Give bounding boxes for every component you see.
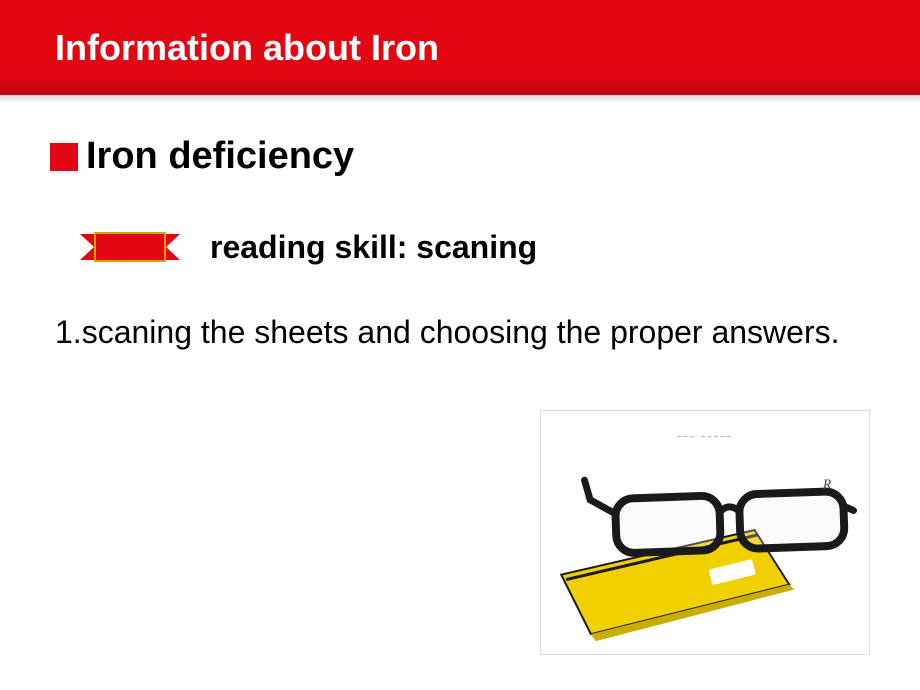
svg-text:––– –––––: ––– ––––– bbox=[677, 432, 732, 441]
glasses-image: R ––– ––––– bbox=[540, 410, 870, 655]
svg-text:R: R bbox=[822, 477, 833, 492]
page-title: Information about Iron bbox=[55, 27, 439, 69]
content-area: Iron deficiency reading skill: scaning 1… bbox=[0, 95, 920, 354]
bullet-icon bbox=[50, 143, 78, 171]
skill-label: reading skill: scaning bbox=[210, 229, 537, 266]
ribbon-icon bbox=[80, 228, 180, 266]
skill-row: reading skill: scaning bbox=[80, 228, 870, 266]
header-band: Information about Iron bbox=[0, 0, 920, 95]
section-heading-row: Iron deficiency bbox=[50, 135, 870, 178]
section-heading: Iron deficiency bbox=[86, 135, 354, 178]
body-text: 1.scaning the sheets and choosing the pr… bbox=[50, 311, 870, 354]
